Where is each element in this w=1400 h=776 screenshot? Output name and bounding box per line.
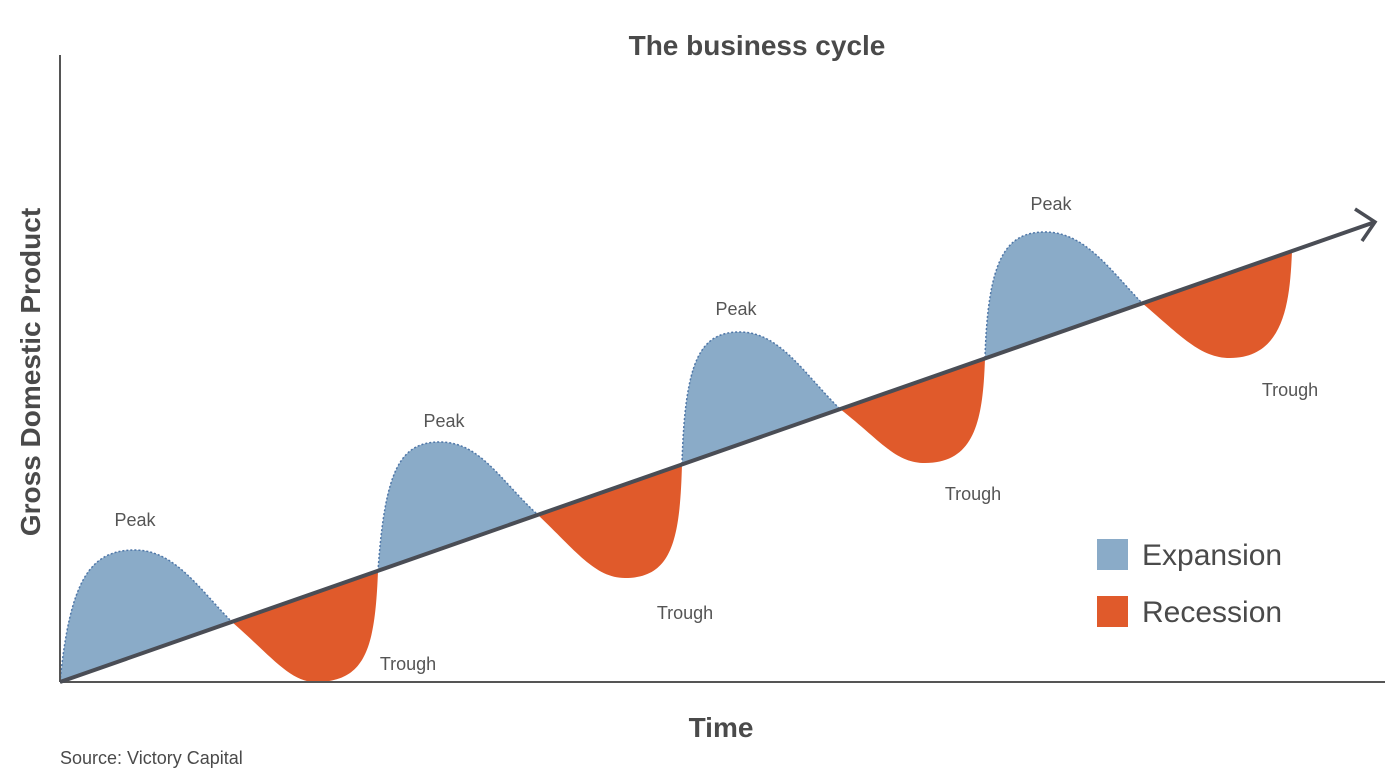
trend-line <box>59 220 1376 684</box>
legend-label: Expansion <box>1142 539 1282 572</box>
expansion-area <box>59 549 234 684</box>
x-axis-label: Time <box>689 712 754 743</box>
peak-label: Peak <box>423 411 465 431</box>
title: The business cycle <box>629 30 886 61</box>
peak-label: Peak <box>715 299 757 319</box>
legend-swatch <box>1097 539 1128 570</box>
recession-area <box>232 571 378 682</box>
expansion-area <box>984 231 1144 360</box>
y-axis-label: Gross Domestic Product <box>15 208 46 536</box>
legend-label: Recession <box>1142 596 1282 629</box>
trough-label: Trough <box>657 603 713 623</box>
legend-swatch <box>1097 596 1128 627</box>
trough-label: Trough <box>380 654 436 674</box>
trough-label: Trough <box>1262 380 1318 400</box>
recession-area <box>538 464 682 578</box>
source: Source: Victory Capital <box>60 748 243 768</box>
expansion-area <box>681 331 842 466</box>
expansion-area <box>377 441 540 573</box>
recession-area <box>840 358 985 463</box>
trough-label: Trough <box>945 484 1001 504</box>
trend-arrowhead <box>1354 207 1378 242</box>
peak-label: Peak <box>1030 194 1072 214</box>
recession-area <box>1142 251 1292 358</box>
peak-label: Peak <box>114 510 156 530</box>
